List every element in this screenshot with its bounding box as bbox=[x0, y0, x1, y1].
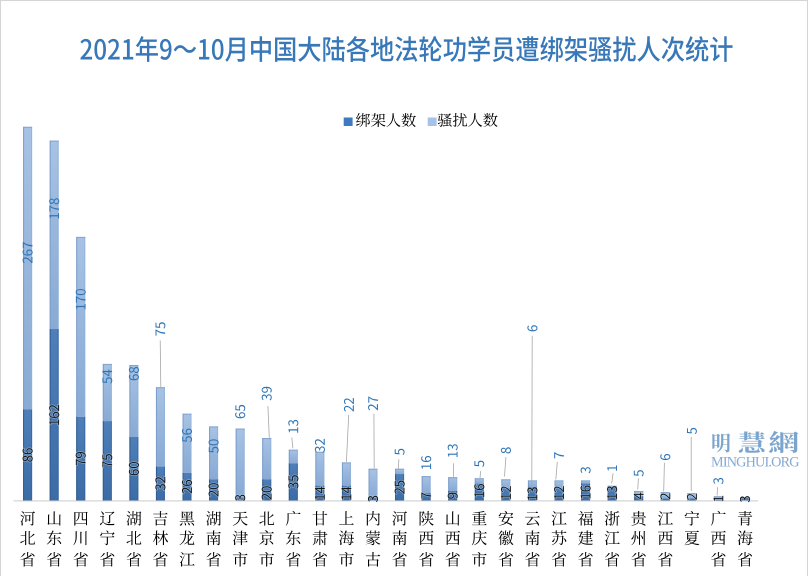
svg-text:MINGHUI.ORG: MINGHUI.ORG bbox=[711, 455, 800, 471]
